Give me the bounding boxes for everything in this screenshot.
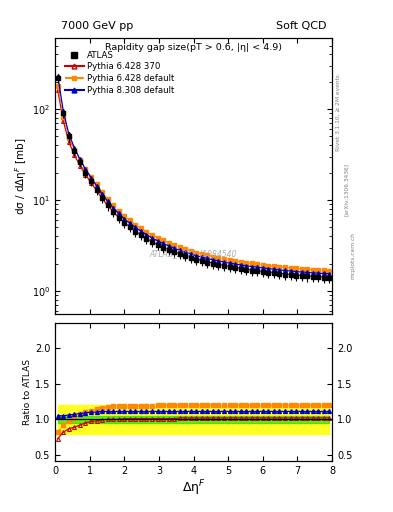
Text: 7000 GeV pp: 7000 GeV pp bbox=[61, 22, 133, 32]
Text: mcplots.cern.ch: mcplots.cern.ch bbox=[351, 232, 356, 280]
Text: Soft QCD: Soft QCD bbox=[276, 22, 327, 32]
Text: Rivet 3.1.10, ≥ 2M events: Rivet 3.1.10, ≥ 2M events bbox=[336, 74, 341, 151]
Text: ATLAS_2012_I1084540: ATLAS_2012_I1084540 bbox=[150, 249, 237, 258]
Y-axis label: dσ / dΔη$^F$ [mb]: dσ / dΔη$^F$ [mb] bbox=[13, 138, 29, 215]
Y-axis label: Ratio to ATLAS: Ratio to ATLAS bbox=[23, 359, 32, 425]
Legend: ATLAS, Pythia 6.428 370, Pythia 6.428 default, Pythia 8.308 default: ATLAS, Pythia 6.428 370, Pythia 6.428 de… bbox=[62, 48, 177, 97]
Text: Rapidity gap size(pT > 0.6, |η| < 4.9): Rapidity gap size(pT > 0.6, |η| < 4.9) bbox=[105, 42, 282, 52]
X-axis label: Δη$^F$: Δη$^F$ bbox=[182, 478, 206, 498]
Text: [arXiv:1306.3436]: [arXiv:1306.3436] bbox=[344, 163, 349, 216]
